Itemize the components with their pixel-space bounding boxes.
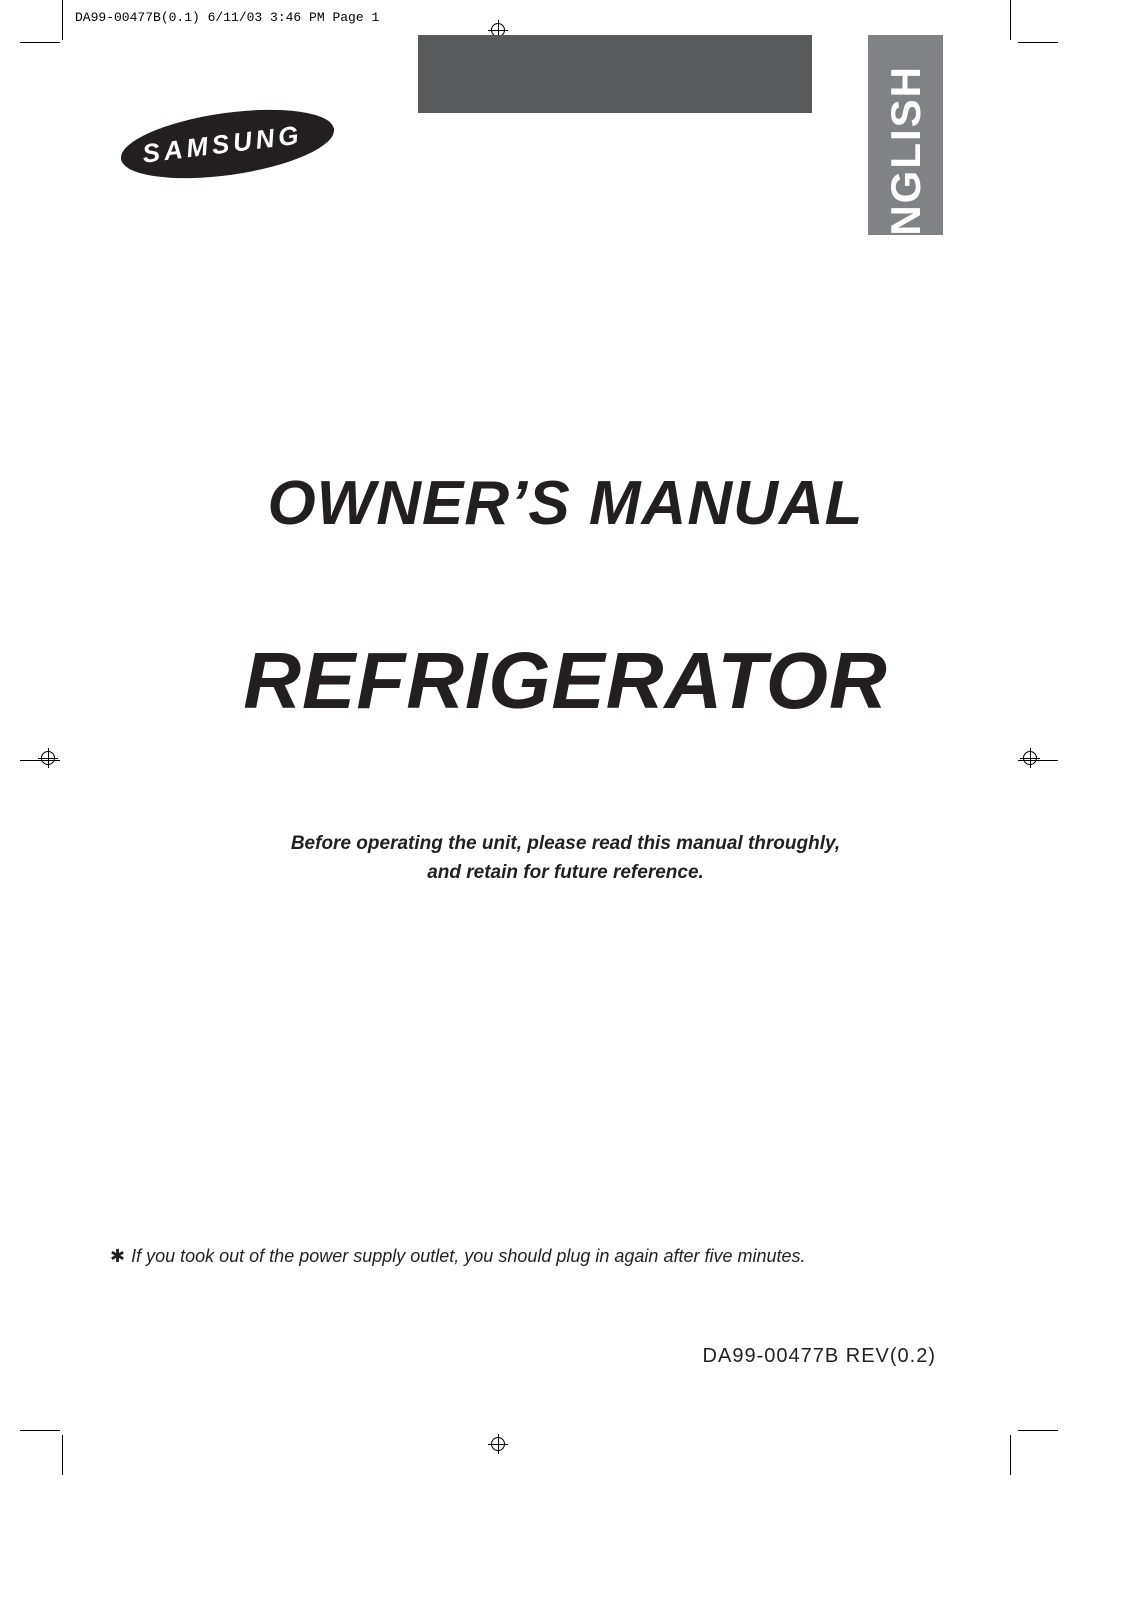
gray-header-box [418, 35, 812, 113]
document-number: DA99-00477B REV(0.2) [703, 1345, 936, 1368]
crop-mark [62, 0, 63, 40]
footnote-text: If you took out of the power supply outl… [131, 1246, 805, 1266]
language-tab: ENGLISH [868, 35, 943, 235]
crop-mark [20, 1430, 60, 1431]
crop-mark [20, 42, 60, 43]
subtitle-line-1: Before operating the unit, please read t… [291, 833, 840, 854]
page-title-owners-manual: OWNER’S MANUAL [0, 468, 1131, 539]
registration-mark-icon [1020, 748, 1040, 768]
page-title-refrigerator: REFRIGERATOR [0, 635, 1131, 727]
subtitle-line-2: and retain for future reference. [427, 862, 704, 883]
footnote: ✱ If you took out of the power supply out… [110, 1246, 806, 1267]
crop-mark [1018, 42, 1058, 43]
crop-mark [1010, 0, 1011, 40]
crop-mark [62, 1435, 63, 1475]
samsung-logo: SAMSUNG [120, 113, 335, 177]
snowflake-icon: ✱ [110, 1246, 125, 1266]
crop-mark [1018, 1430, 1058, 1431]
registration-mark-icon [38, 748, 58, 768]
registration-mark-icon [488, 1434, 508, 1454]
language-tab-label: ENGLISH [882, 65, 930, 266]
page-subtitle: Before operating the unit, please read t… [0, 830, 1131, 887]
crop-mark [1010, 1435, 1011, 1475]
slug-line: DA99-00477B(0.1) 6/11/03 3:46 PM Page 1 [75, 10, 379, 25]
